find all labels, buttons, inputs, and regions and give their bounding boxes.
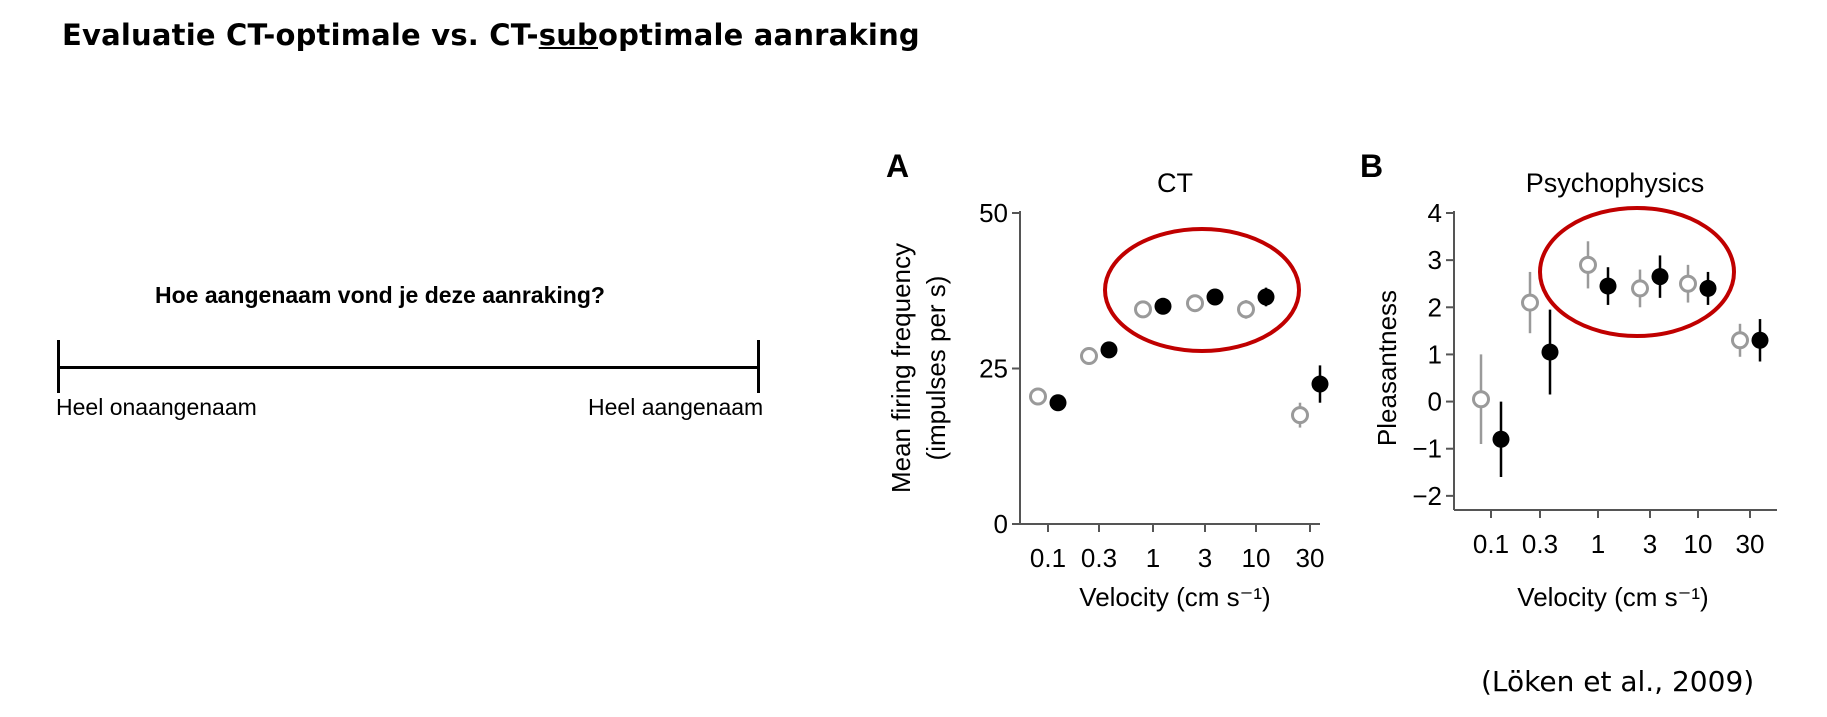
x-tick-label: 10 bbox=[1684, 529, 1713, 559]
rating-scale-line bbox=[58, 366, 759, 369]
data-point-filled bbox=[1257, 288, 1275, 306]
data-point-open bbox=[1521, 293, 1539, 312]
data-point-open bbox=[1029, 387, 1047, 406]
y-axis-label: Mean firing frequency bbox=[886, 243, 916, 493]
x-axis-label: Velocity (cm s⁻¹) bbox=[1517, 582, 1708, 612]
x-axis-label: Velocity (cm s⁻¹) bbox=[1079, 582, 1270, 612]
data-point-open bbox=[1080, 347, 1098, 366]
x-tick-label: 30 bbox=[1296, 543, 1325, 573]
y-axis-label-line-2: (impulses per s) bbox=[921, 276, 951, 461]
panel-label: A bbox=[886, 148, 909, 184]
x-tick-label: 1 bbox=[1146, 543, 1160, 573]
chart-panel-b: B Psychophysics −2 −1 0 1 2 3 4 0.1 0.3 1 3 10 30 Veloc… bbox=[1360, 148, 1777, 612]
x-tick-label: 0.1 bbox=[1030, 543, 1066, 573]
data-point-filled bbox=[1699, 279, 1717, 297]
rating-question: Hoe aangenaam vond je deze aanraking? bbox=[155, 282, 605, 308]
data-point-open bbox=[1134, 300, 1152, 319]
y-tick-label: 50 bbox=[979, 198, 1008, 228]
data-point-filled bbox=[1492, 430, 1510, 448]
data-point-open bbox=[1472, 390, 1490, 409]
y-axis-label: Pleasantness bbox=[1372, 290, 1402, 446]
y-tick-label: 4 bbox=[1428, 198, 1442, 228]
x-tick-label: 0.1 bbox=[1473, 529, 1509, 559]
rating-scale-left-label: Heel onaangenaam bbox=[56, 394, 257, 420]
slide-title-part-2: optimale aanraking bbox=[598, 18, 920, 52]
data-point-open bbox=[1579, 255, 1597, 274]
rating-scale-left-end bbox=[57, 340, 60, 393]
data-point-filled bbox=[1311, 375, 1329, 393]
y-tick-label: 1 bbox=[1428, 339, 1442, 369]
x-tick-label: 3 bbox=[1643, 529, 1657, 559]
data-point-filled bbox=[1541, 343, 1559, 361]
data-point-open bbox=[1631, 279, 1649, 298]
x-tick-label: 30 bbox=[1736, 529, 1765, 559]
highlight-ellipse bbox=[1103, 227, 1301, 353]
panel-label: B bbox=[1360, 148, 1383, 184]
chart-title: CT bbox=[1157, 168, 1193, 198]
data-point-filled bbox=[1100, 341, 1118, 359]
x-tick-label: 10 bbox=[1242, 543, 1271, 573]
y-tick-label: 0 bbox=[1428, 387, 1442, 417]
data-point-open bbox=[1291, 406, 1309, 425]
rating-scale-right-label: Heel aangenaam bbox=[588, 394, 764, 420]
y-tick-label: −2 bbox=[1412, 481, 1442, 511]
y-tick-label: −1 bbox=[1412, 434, 1442, 464]
x-tick-label: 0.3 bbox=[1081, 543, 1117, 573]
y-tick-label: 0 bbox=[994, 509, 1008, 539]
x-tick-label: 1 bbox=[1591, 529, 1605, 559]
slide-title: Evaluatie CT-optimale vs. CT-suboptimale… bbox=[62, 18, 920, 52]
slide-title-underlined: sub bbox=[538, 18, 599, 52]
citation: (Löken et al., 2009) bbox=[1481, 665, 1755, 698]
data-point-filled bbox=[1206, 288, 1224, 306]
y-tick-label: 3 bbox=[1428, 245, 1442, 275]
data-point-open bbox=[1237, 300, 1255, 319]
data-point-open bbox=[1679, 274, 1697, 293]
rating-scale-right-end bbox=[757, 340, 760, 393]
y-tick-label: 25 bbox=[979, 354, 1008, 384]
data-point-open bbox=[1731, 331, 1749, 350]
data-point-filled bbox=[1154, 297, 1172, 315]
x-tick-label: 0.3 bbox=[1522, 529, 1558, 559]
highlight-ellipse bbox=[1538, 206, 1736, 338]
x-tick-label: 3 bbox=[1198, 543, 1212, 573]
y-tick-label: 2 bbox=[1428, 292, 1442, 322]
data-point-filled bbox=[1751, 331, 1769, 349]
data-point-filled bbox=[1651, 268, 1669, 286]
data-point-open bbox=[1186, 294, 1204, 313]
data-point-filled bbox=[1599, 277, 1617, 295]
chart-panel-a: A CT 0 25 50 0.1 0.3 1 3 10 30 Velocity (cm s⁻¹) Mea… bbox=[886, 148, 1329, 612]
slide-title-part-1: Evaluatie CT-optimale vs. CT- bbox=[62, 18, 539, 52]
chart-title: Psychophysics bbox=[1526, 168, 1705, 198]
data-point-filled bbox=[1049, 394, 1067, 412]
